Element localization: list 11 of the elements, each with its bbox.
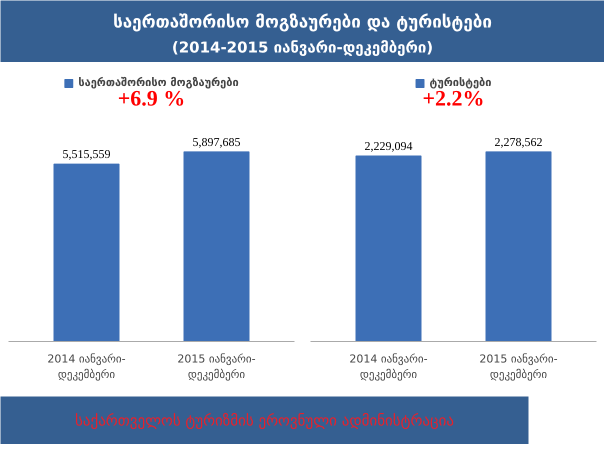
text: საქართველოს ტურიზმის ეროვნული ადმინისტრაცია bbox=[75, 412, 454, 430]
chart-title: საერთაშორისო მოგზაურები და ტურისტები bbox=[113, 12, 492, 32]
data-label: 2,229,094 bbox=[364, 138, 412, 153]
chart-subtitle: (2014-2015 იანვარი-დეკემბერი) bbox=[172, 38, 434, 56]
data-label: 5,515,559 bbox=[62, 147, 110, 162]
x-tick-label: 2015 იანვარი-დეკემბერი bbox=[479, 352, 558, 382]
x-tick-label: 2015 იანვარი-დეკემბერი bbox=[177, 352, 256, 382]
data-label: 2,278,562 bbox=[494, 134, 542, 149]
x-tick-label: 2014 იანვარი-დეკემბერი bbox=[47, 352, 126, 382]
x-tick-label: 2014 იანვარი-დეკემბერი bbox=[349, 352, 428, 382]
data-label: 5,897,685 bbox=[192, 134, 240, 149]
